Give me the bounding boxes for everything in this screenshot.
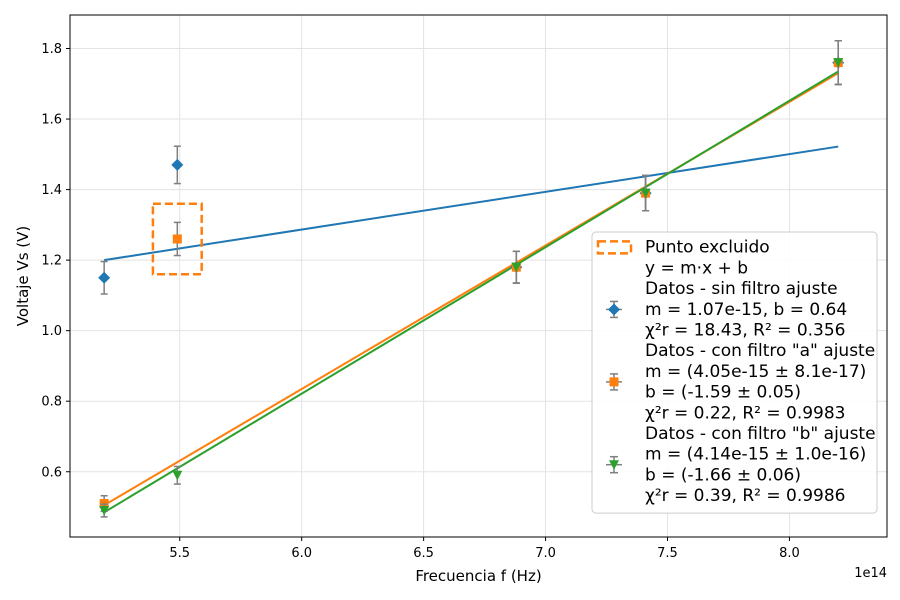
data-point-series-1 — [172, 234, 182, 244]
x-tick-label: 7.0 — [535, 546, 556, 561]
x-axis-label: Frecuencia f (Hz) — [415, 567, 541, 585]
legend-marker — [609, 377, 619, 387]
x-tick-label: 8.0 — [779, 546, 800, 561]
data-point-series-2 — [172, 470, 183, 481]
data-point-series-0 — [171, 158, 184, 171]
y-tick-label: 1.8 — [41, 42, 62, 57]
legend-swatch-series-2 — [606, 455, 622, 474]
data-point-series-2 — [511, 262, 522, 273]
y-tick-label: 1.2 — [41, 254, 62, 269]
y-tick-label: 1.4 — [41, 183, 62, 198]
y-tick-label: 1.0 — [41, 324, 62, 339]
legend-entry-text: m = (4.05e-15 ± 8.1e-17) — [645, 362, 866, 382]
legend-entry-text: Datos - con filtro "b" ajuste — [645, 424, 876, 444]
legend-entry-text: χ²r = 0.39, R² = 0.9986 — [645, 486, 846, 506]
legend-entry-text: b = (-1.66 ± 0.06) — [645, 465, 801, 485]
data-point-series-2 — [833, 58, 844, 68]
fit-line-series-2 — [103, 70, 839, 514]
legend-marker — [609, 460, 619, 470]
legend-entry-text: χ²r = 18.43, R² = 0.356 — [645, 321, 846, 341]
legend-swatch-series-0 — [606, 300, 622, 319]
excluded-point-box — [151, 202, 203, 276]
legend-marker — [608, 303, 620, 316]
legend-entry-text: y = m·x + b — [645, 258, 748, 278]
y-axis-label: Voltaje Vs (V) — [14, 226, 32, 327]
data-point-series-0 — [98, 271, 111, 284]
legend-entry-text: Datos - sin filtro ajuste — [645, 279, 838, 299]
legend-entry-text: b = (-1.59 ± 0.05) — [645, 383, 801, 403]
legend-entry-text: m = 1.07e-15, b = 0.64 — [645, 300, 847, 320]
y-tick-label: 0.6 — [41, 465, 62, 480]
x-tick-label: 5.5 — [169, 546, 190, 561]
y-tick-label: 1.6 — [41, 113, 62, 128]
excluded-box-layer — [151, 202, 203, 276]
tick-layer: 5.5 6.0 6.5 7.0 7.5 8.0 0.6 0.8 1.0 1.2 1.4 1.6 1.8 — [41, 42, 799, 561]
plot-frame — [69, 14, 888, 538]
fit-lines-layer — [103, 70, 839, 514]
data-points-layer — [98, 39, 845, 518]
legend-entry-text: χ²r = 0.22, R² = 0.9983 — [645, 403, 846, 423]
data-point-series-2 — [640, 188, 651, 199]
x-tick-label: 6.5 — [413, 546, 434, 561]
x-axis-offset-label: 1e14 — [854, 566, 887, 581]
legend-swatch-series-1 — [606, 373, 622, 391]
y-tick-label: 0.8 — [41, 395, 62, 410]
legend-entry-text: m = (4.14e-15 ± 1.0e-16) — [645, 445, 866, 465]
fit-line-series-0 — [103, 145, 839, 262]
x-tick-label: 6.0 — [291, 546, 312, 561]
legend-entry-text: Datos - con filtro "a" ajuste — [645, 341, 875, 361]
legend-excluded-swatch — [596, 240, 633, 255]
x-tick-label: 7.5 — [657, 546, 678, 561]
data-point-series-2 — [99, 506, 110, 516]
legend-entry-text: Punto excluido — [645, 238, 770, 258]
legend-frame — [591, 231, 878, 514]
